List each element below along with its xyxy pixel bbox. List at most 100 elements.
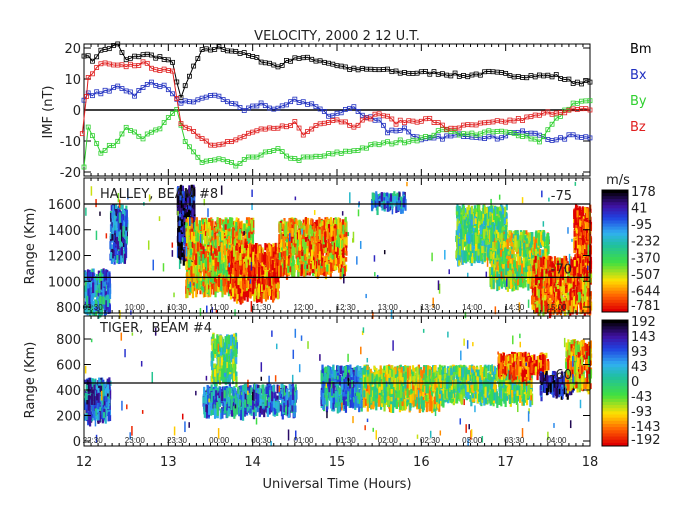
velocity-cell	[339, 222, 343, 232]
velocity-cell	[212, 275, 215, 284]
velocity-cell	[217, 275, 221, 288]
velocity-cell	[178, 226, 181, 232]
velocity-cell	[276, 266, 280, 277]
data-point-Bm	[106, 46, 112, 52]
velocity-cell	[458, 231, 461, 243]
velocity-cell	[109, 252, 113, 259]
velocity-cell	[284, 243, 287, 249]
data-point-By	[170, 111, 175, 116]
velocity-cell	[322, 220, 326, 231]
velocity-cell	[191, 246, 195, 259]
velocity-cell	[404, 199, 407, 211]
velocity-cell	[219, 245, 222, 250]
velocity-cell	[292, 266, 295, 277]
velocity-cell	[233, 230, 236, 238]
velocity-cell	[339, 238, 343, 250]
data-point-Bm	[279, 63, 285, 68]
velocity-cell	[193, 222, 197, 231]
velocity-cell	[224, 240, 228, 245]
data-point-Bm	[431, 69, 437, 75]
data-point-By	[132, 129, 138, 135]
velocity-cell	[311, 251, 315, 256]
velocity-cell	[221, 249, 224, 262]
velocity-cell	[246, 254, 249, 259]
velocity-cell	[233, 263, 236, 274]
velocity-cell	[283, 263, 286, 275]
velocity-cell	[241, 263, 244, 271]
velocity-cell	[309, 263, 313, 270]
velocity-cell	[238, 288, 242, 294]
velocity-cell	[207, 241, 210, 247]
velocity-cell	[240, 286, 243, 297]
velocity-cell	[195, 217, 198, 227]
velocity-cell	[311, 260, 315, 270]
velocity-cell	[252, 272, 255, 281]
velocity-cell	[373, 193, 376, 205]
velocity-cell	[272, 247, 276, 252]
velocity-cell	[228, 217, 232, 229]
data-point-Bx	[376, 117, 382, 123]
velocity-cell	[278, 265, 281, 278]
velocity-cell	[125, 216, 128, 227]
velocity-cell	[232, 227, 235, 239]
data-point-Bm	[187, 73, 192, 79]
velocity-cell	[235, 217, 238, 224]
velocity-cell	[193, 216, 196, 221]
velocity-cell	[236, 292, 239, 300]
velocity-cell	[306, 242, 309, 254]
velocity-cell	[298, 241, 302, 251]
velocity-cell	[122, 249, 125, 258]
velocity-cell	[105, 300, 108, 310]
velocity-cell	[109, 283, 112, 294]
data-point-Bx	[254, 103, 260, 109]
velocity-cell	[385, 196, 388, 207]
velocity-cell	[328, 242, 331, 251]
velocity-cell	[272, 293, 275, 299]
velocity-cell	[84, 285, 87, 293]
velocity-cell	[191, 268, 195, 274]
velocity-cell	[321, 221, 324, 226]
velocity-cell	[298, 267, 301, 272]
velocity-cell	[345, 230, 348, 237]
velocity-cell	[321, 257, 324, 267]
velocity-cell	[114, 240, 117, 251]
velocity-cell	[292, 255, 295, 267]
velocity-cell	[189, 248, 193, 255]
velocity-cell	[223, 280, 226, 287]
velocity-cell	[487, 230, 490, 239]
velocity-cell	[319, 221, 322, 232]
velocity-cell	[221, 285, 224, 298]
velocity-cell	[337, 217, 340, 230]
velocity-cell	[276, 282, 279, 295]
velocity-cell	[294, 233, 297, 244]
velocity-cell	[190, 266, 193, 278]
velocity-cell	[125, 223, 128, 233]
velocity-cell	[92, 300, 95, 306]
velocity-cell	[246, 228, 249, 239]
velocity-cell	[245, 257, 248, 268]
data-point-Bz	[241, 133, 247, 139]
data-point-Bx	[149, 79, 154, 85]
velocity-cell	[313, 258, 317, 270]
velocity-cell	[180, 191, 184, 197]
velocity-cell	[237, 278, 240, 286]
velocity-cell	[310, 238, 314, 247]
velocity-cell	[234, 245, 237, 251]
velocity-cell	[335, 245, 339, 258]
velocity-cell	[287, 262, 290, 273]
velocity-cell	[221, 279, 225, 286]
velocity-cell	[86, 283, 90, 293]
velocity-cell	[251, 232, 255, 244]
velocity-cell	[212, 254, 215, 266]
velocity-cell	[224, 268, 227, 279]
velocity-cell	[298, 255, 301, 260]
velocity-cell	[237, 284, 240, 295]
data-point-Bm	[423, 68, 428, 74]
velocity-cell	[208, 272, 211, 278]
velocity-cell	[265, 267, 268, 277]
velocity-cell	[190, 217, 193, 224]
velocity-cell	[331, 236, 335, 242]
velocity-cell	[219, 263, 223, 273]
data-point-Bx	[237, 105, 243, 110]
